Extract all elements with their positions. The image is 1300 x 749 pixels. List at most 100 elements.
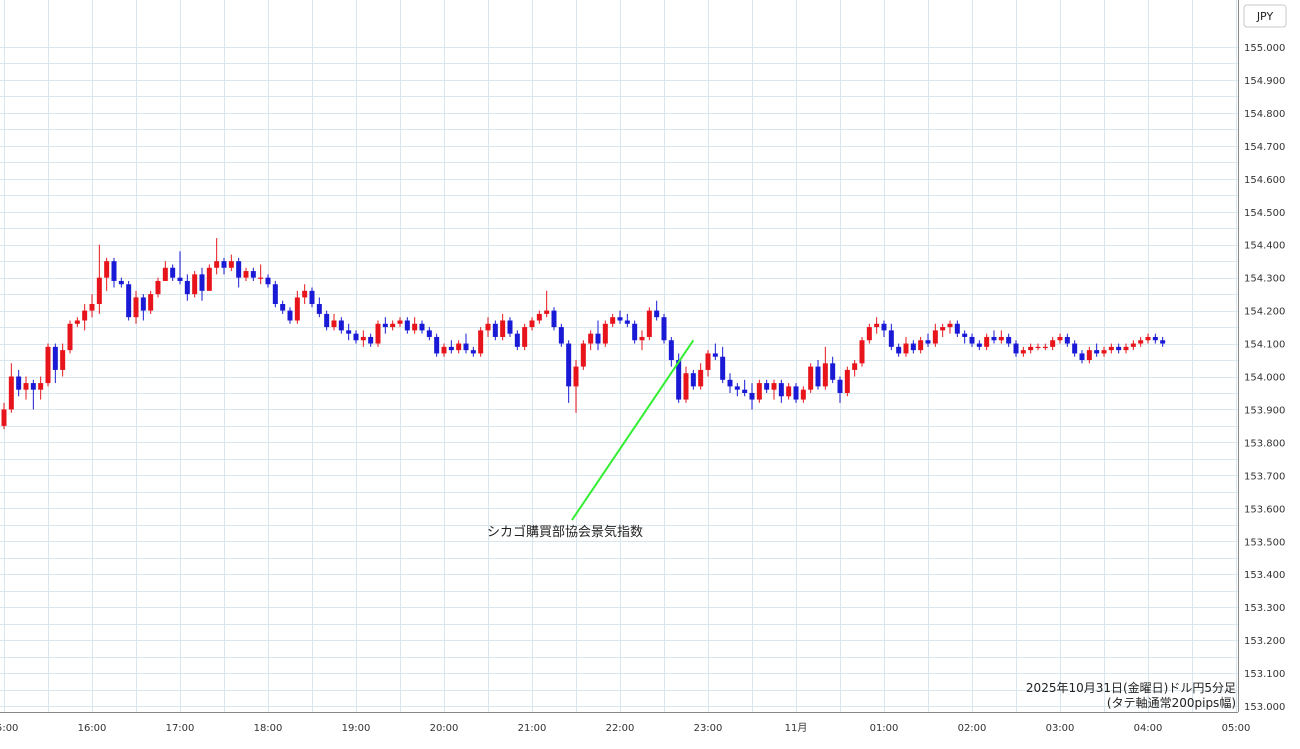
candle-body (331, 320, 337, 328)
candle-body (485, 323, 491, 331)
candle-down (16, 369, 22, 397)
candle-body (500, 320, 506, 337)
candle-down (925, 333, 931, 347)
candle-up (866, 323, 872, 344)
candle-up (302, 284, 308, 305)
candle-body (998, 336, 1004, 341)
candle-down (236, 257, 242, 288)
candle-body (170, 267, 176, 278)
candle-body (184, 280, 190, 295)
candle-up (947, 320, 953, 334)
candle-body (390, 323, 396, 328)
candle-body (925, 340, 931, 344)
candle-body (536, 313, 542, 321)
candle-body (962, 333, 968, 337)
candle-body (969, 336, 975, 344)
candle-body (412, 323, 418, 331)
candle-down (764, 379, 770, 393)
candle-body (991, 336, 997, 341)
candle-body (595, 333, 601, 344)
candle-up (441, 343, 447, 357)
candle-body (822, 363, 828, 387)
candle-down (881, 320, 887, 337)
candle-body (1042, 346, 1048, 349)
candle-body (742, 389, 748, 393)
candle-body (60, 350, 66, 370)
candle-body (896, 346, 902, 354)
candle-down (1160, 336, 1166, 347)
candle-down (727, 373, 733, 393)
candle-down (962, 330, 968, 344)
candle-body (360, 336, 366, 341)
candle-body (463, 343, 469, 351)
candle-up (529, 317, 535, 331)
candle-down (749, 383, 755, 410)
candle-body (214, 261, 220, 268)
candle-body (368, 336, 374, 344)
candle-down (434, 333, 440, 357)
candle-down (514, 330, 520, 351)
candle-body (272, 284, 278, 305)
candle-body (588, 333, 594, 344)
candle-body (45, 346, 51, 384)
candle-body (492, 323, 498, 337)
candle-body (558, 327, 564, 344)
candle-up (588, 330, 594, 351)
candle-up (771, 379, 777, 400)
candle-body (265, 277, 271, 285)
candle-up (705, 350, 711, 377)
candle-down (324, 310, 330, 331)
candle-down (558, 323, 564, 347)
candle-body (654, 310, 660, 318)
x-tick-label: 11月 (785, 722, 808, 734)
candle-body (720, 356, 726, 380)
candle-down (492, 320, 498, 341)
candle-body (316, 304, 322, 314)
candle-up (844, 366, 850, 397)
y-tick-label: 154.600 (1244, 175, 1285, 186)
candle-body (932, 330, 938, 344)
candle-up (23, 376, 29, 400)
candle-body (250, 271, 256, 278)
candle-up (822, 346, 828, 390)
candle-up (67, 320, 73, 354)
y-tick-label: 153.100 (1244, 669, 1285, 680)
x-tick-label: 18:00 (254, 723, 283, 734)
candle-down (199, 267, 205, 301)
candle-up (96, 244, 102, 314)
y-tick-label: 153.200 (1244, 636, 1285, 647)
candle-up (1086, 346, 1092, 364)
x-tick-label: 20:00 (430, 723, 459, 734)
candle-body (419, 323, 425, 331)
candle-body (1101, 350, 1107, 354)
candle-body (624, 320, 630, 324)
candle-up (1042, 343, 1048, 351)
candle-down (661, 313, 667, 344)
y-tick-label: 155.000 (1244, 43, 1285, 54)
candle-down (910, 340, 916, 354)
candle-body (881, 323, 887, 331)
candle-up (639, 330, 645, 351)
y-tick-label: 154.400 (1244, 241, 1285, 252)
candle-body (749, 392, 755, 400)
candle-down (896, 343, 902, 357)
x-tick-label: 02:00 (958, 723, 987, 734)
candle-body (734, 386, 740, 390)
candle-body (690, 373, 696, 387)
candle-body (771, 383, 777, 390)
candle-up (60, 343, 66, 377)
x-tick-label: 16:00 (78, 723, 107, 734)
candle-body (1072, 343, 1078, 354)
candle-down (419, 320, 425, 334)
candle-down (280, 300, 286, 314)
candle-body (82, 310, 88, 321)
annotation-layer: シカゴ購買部協会景気指数 (487, 339, 695, 540)
candle-body (815, 366, 821, 387)
candle-body (639, 336, 645, 341)
candle-down (1072, 340, 1078, 357)
candle-up (1050, 336, 1056, 351)
candle-body (632, 323, 638, 341)
candle-body (837, 379, 843, 393)
